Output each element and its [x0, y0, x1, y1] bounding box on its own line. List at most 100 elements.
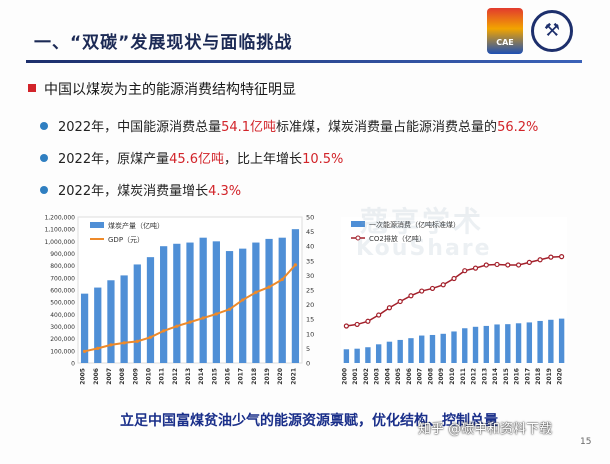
x-tick-label: 2013 — [185, 368, 192, 385]
x-tick-label: 2017 — [238, 368, 245, 385]
co2-point — [483, 262, 489, 268]
x-tick-label: 2009 — [438, 368, 445, 385]
background-watermark-en: KouShare — [356, 236, 492, 261]
x-tick-label: 2020 — [557, 368, 564, 385]
coal-output-bar — [107, 280, 115, 363]
legend-gdp-label: GDP（元） — [108, 236, 144, 244]
bullet-dot-icon — [40, 122, 48, 130]
x-tick-label: 2011 — [460, 368, 467, 385]
y-left-tick-label: 400,000 — [50, 312, 75, 319]
title-divider — [26, 60, 582, 63]
y-left-tick-label: 200,000 — [50, 336, 75, 343]
gdp-point — [109, 343, 113, 347]
co2-point — [397, 298, 403, 305]
y-right-tick-label: 5 — [306, 345, 310, 353]
x-tick-label: 2015 — [211, 368, 218, 385]
co2-point — [386, 305, 393, 311]
gdp-point — [188, 320, 192, 324]
section-heading: 中国以煤炭为主的能源消费结构特征明显 — [28, 79, 296, 99]
coal-output-bar — [199, 237, 207, 363]
cae-logo: CAE — [487, 8, 523, 54]
energy-consumption-bar — [397, 339, 403, 363]
x-tick-label: 2007 — [417, 368, 424, 385]
co2-point — [408, 293, 414, 299]
y-right-tick-label: 30 — [306, 272, 314, 280]
energy-consumption-bar — [515, 323, 522, 363]
co2-point — [515, 262, 522, 268]
x-tick-label: 2005 — [80, 368, 87, 385]
section-heading-text: 中国以煤炭为主的能源消费结构特征明显 — [44, 82, 296, 98]
energy-consumption-bar — [494, 324, 500, 363]
bullet-2-text-b: ，比上年增长 — [224, 152, 303, 167]
legend-co2-marker — [355, 235, 361, 241]
energy-consumption-bar — [558, 318, 565, 363]
x-tick-label: 2010 — [145, 368, 152, 385]
x-tick-label: 2013 — [481, 368, 488, 385]
energy-co2-chart: 2000 2001 2002 2003 2004 2005 2006 2007 2008 2009… — [341, 217, 567, 385]
x-tick-label: 2014 — [492, 368, 499, 385]
bullet-dot-icon — [40, 154, 48, 162]
legend-co2-label: CO2排放（亿吨） — [369, 234, 426, 243]
coal-output-bar — [120, 275, 128, 363]
co2-point — [419, 288, 425, 294]
coal-output-bar — [160, 246, 168, 363]
y-left-tick-label: 700,000 — [50, 275, 75, 282]
page-number: 15 — [580, 437, 592, 447]
gdp-point — [175, 324, 179, 328]
gdp-point — [96, 346, 100, 350]
bullet-dot-icon — [40, 186, 48, 194]
red-square-icon — [28, 84, 36, 92]
gdp-point — [201, 316, 205, 320]
bullet-3: 2022年，煤炭消费量增长4.3% — [40, 180, 241, 199]
bullet-3-text-a: 2022年，煤炭消费量增长 — [58, 184, 209, 199]
x-tick-label: 2016 — [514, 368, 521, 385]
x-tick-label: 2002 — [363, 368, 370, 385]
x-tick-label: 2001 — [352, 368, 359, 385]
co2-point — [376, 312, 382, 318]
co2-point — [472, 265, 479, 271]
y-left-tick-label: 1,200,000 — [44, 215, 75, 222]
bullet-1-value-1: 54.1亿吨 — [221, 120, 277, 135]
y-left-tick-label: 300,000 — [50, 324, 75, 331]
gdp-point — [135, 339, 139, 343]
x-tick-label: 2018 — [251, 368, 258, 385]
gdp-point — [227, 307, 232, 311]
x-tick-label: 2015 — [503, 368, 510, 385]
legend-coal-label: 煤炭产量（亿吨） — [108, 221, 164, 230]
x-tick-label: 2012 — [471, 368, 478, 385]
gdp-point — [162, 329, 166, 333]
y-left-tick-label: 800,000 — [50, 263, 75, 270]
co2-point — [559, 254, 565, 260]
x-tick-label: 2019 — [546, 368, 553, 385]
gdp-point — [82, 349, 87, 353]
x-tick-label: 2000 — [341, 368, 348, 385]
bullet-1-text-a: 2022年，中国能源消费总量 — [58, 120, 222, 135]
bullet-1-value-2: 56.2% — [497, 120, 539, 135]
x-tick-label: 2011 — [159, 368, 166, 385]
energy-consumption-bar — [375, 344, 382, 363]
x-tick-label: 2016 — [225, 368, 232, 385]
energy-consumption-bar — [440, 333, 446, 363]
coal-output-bar — [94, 287, 102, 363]
energy-consumption-bar — [548, 319, 554, 363]
x-tick-label: 2009 — [132, 368, 139, 385]
y-left-tick-label: 1,100,000 — [44, 227, 75, 234]
energy-consumption-bar — [429, 334, 436, 363]
coal-output-bar — [186, 242, 194, 363]
co2-point — [365, 318, 371, 324]
y-right-tick-label: 35 — [306, 257, 314, 265]
coal-output-bar — [212, 241, 220, 363]
background-watermark-cn: 蔻享学术 — [360, 205, 485, 238]
y-right-tick-label: 10 — [306, 330, 314, 338]
coal-output-bar — [225, 251, 234, 363]
bullet-2-value-1: 45.6亿吨 — [169, 152, 225, 167]
energy-consumption-bar — [526, 322, 533, 363]
gdp-point — [293, 263, 298, 267]
energy-consumption-bar — [505, 324, 511, 363]
gdp-point — [280, 277, 284, 282]
coal-output-bar — [239, 248, 247, 363]
slide-title: 一、“双碳”发展现状与面临挑战 — [34, 33, 293, 53]
co2-point — [526, 259, 532, 265]
coal-output-bar — [252, 242, 260, 363]
energy-consumption-bar — [365, 347, 371, 363]
